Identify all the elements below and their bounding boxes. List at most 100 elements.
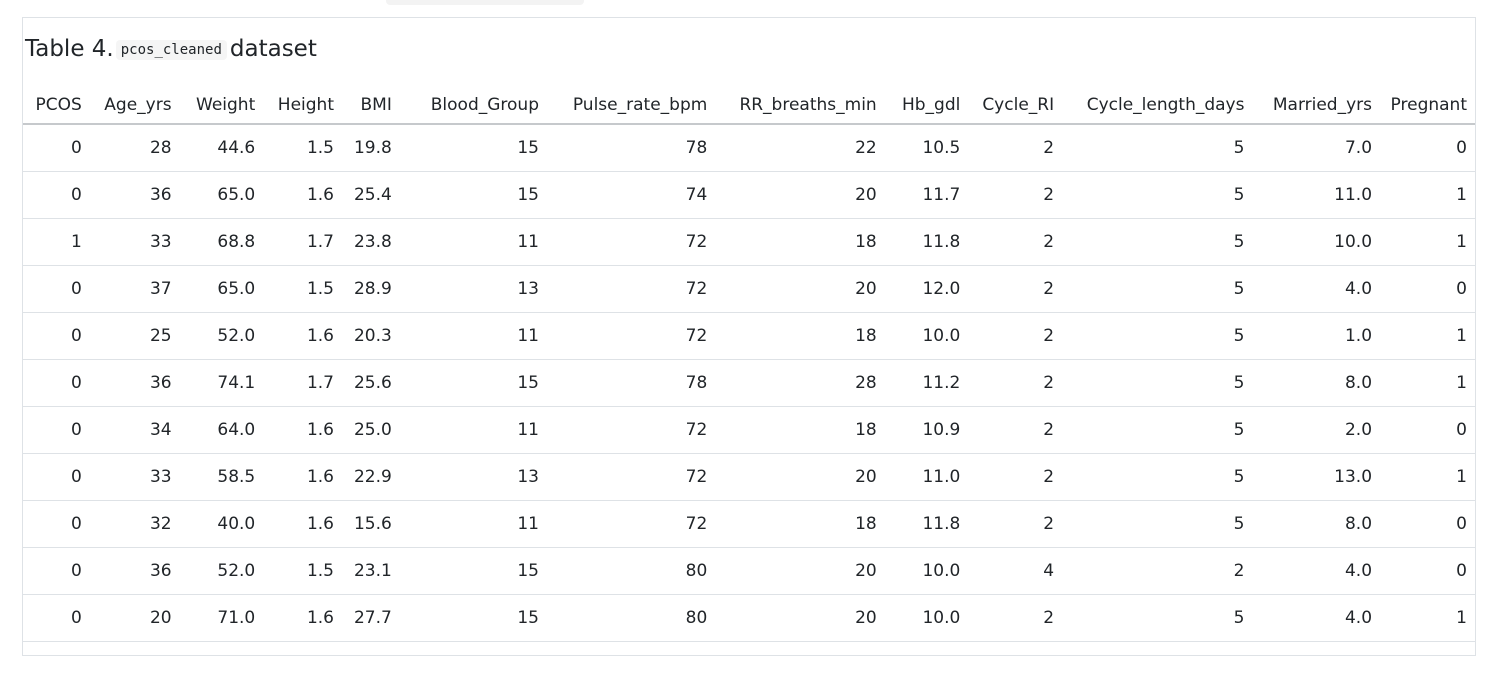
table-cell: 5 (1062, 500, 1253, 548)
table-row: 0 20 71.0 1.6 27.7 15 80 20 10.0 2 5 4.0 1 (23, 594, 1475, 642)
table-cell: 36 (89, 359, 180, 407)
table-cell: 33 (89, 218, 180, 266)
table-cell: 68.8 (179, 218, 264, 266)
table-cell: 5 (1062, 406, 1253, 454)
table-cell: 32 (89, 500, 180, 548)
table-cell: 74 (546, 171, 716, 219)
table-cell: 25.0 (342, 406, 400, 454)
table-cell: 25.6 (342, 359, 400, 407)
column-header: Age_yrs (89, 86, 180, 125)
table-cell: 20 (715, 265, 885, 313)
table-cell: 2 (968, 171, 1063, 219)
table-cell: 1.6 (263, 171, 342, 219)
table-cell: 20 (715, 594, 885, 642)
table-row: 0 36 65.0 1.6 25.4 15 74 20 11.7 2 5 11.0 1 (23, 171, 1475, 219)
table-cell: 4.0 (1252, 594, 1381, 642)
table-cell: 4.0 (1252, 265, 1381, 313)
table-cell: 10.9 (884, 406, 969, 454)
table-cell: 23.8 (342, 218, 400, 266)
table-cell: 20 (715, 453, 885, 501)
table-cell: 34 (89, 406, 180, 454)
table-cell: 11.0 (1252, 171, 1381, 219)
table-cell: 13 (399, 265, 547, 313)
table-cell: 65.0 (179, 265, 264, 313)
table-cell: 72 (546, 312, 716, 360)
table-cell: 10.0 (884, 594, 969, 642)
table-cell: 1.6 (263, 453, 342, 501)
table-cell: 40.0 (179, 500, 264, 548)
column-header: Cycle_length_days (1062, 86, 1253, 125)
table-cell: 25 (89, 312, 180, 360)
table-cell: 11.8 (884, 218, 969, 266)
column-header: Blood_Group (399, 86, 547, 125)
table-cell: 1.6 (263, 406, 342, 454)
table-cell: 0 (23, 500, 90, 548)
table-cell: 0 (1380, 124, 1475, 172)
table-cell: 5 (1062, 265, 1253, 313)
table-cell: 10.0 (884, 547, 969, 595)
table-cell: 2 (968, 124, 1063, 172)
table-cell: 2 (968, 218, 1063, 266)
table-cell: 2 (1062, 547, 1253, 595)
table-cell: 74.1 (179, 359, 264, 407)
table-cell: 10.0 (1252, 218, 1381, 266)
table-cell: 15.6 (342, 500, 400, 548)
table-cell: 8.0 (1252, 500, 1381, 548)
table-cell: 11 (399, 218, 547, 266)
table-cell: 0 (23, 171, 90, 219)
table-cell: 1.7 (263, 359, 342, 407)
table-cell: 44.6 (179, 124, 264, 172)
table-cell: 19.8 (342, 124, 400, 172)
table-cell: 28.9 (342, 265, 400, 313)
table-cell: 10.0 (884, 312, 969, 360)
column-header: Hb_gdl (884, 86, 969, 125)
table-cell: 18 (715, 218, 885, 266)
table-cell: 37 (89, 265, 180, 313)
table-cell: 15 (399, 547, 547, 595)
table-cell: 58.5 (179, 453, 264, 501)
caption-code: pcos_cleaned (115, 40, 227, 60)
table-cell: 20.3 (342, 312, 400, 360)
header-row: PCOS Age_yrs Weight Height BMI Blood_Gro… (23, 86, 1475, 125)
table-cell: 5 (1062, 359, 1253, 407)
table-cell: 36 (89, 171, 180, 219)
table-row: 0 32 40.0 1.6 15.6 11 72 18 11.8 2 5 8.0 0 (23, 500, 1475, 548)
table-cell: 0 (1380, 547, 1475, 595)
table-cell: 64.0 (179, 406, 264, 454)
table-cell: 10.5 (884, 124, 969, 172)
table-cell: 2 (968, 500, 1063, 548)
table-cell: 0 (23, 594, 90, 642)
table-cell: 52.0 (179, 312, 264, 360)
table-cell: 1.6 (263, 594, 342, 642)
column-header: Pregnant (1380, 86, 1475, 125)
table-cell: 36 (89, 547, 180, 595)
table-cell: 1 (1380, 359, 1475, 407)
table-cell: 0 (23, 312, 90, 360)
table-row: 0 33 58.5 1.6 22.9 13 72 20 11.0 2 5 13.0 1 (23, 453, 1475, 501)
table-cell: 25.4 (342, 171, 400, 219)
table-cell: 0 (23, 547, 90, 595)
table-cell: 0 (1380, 265, 1475, 313)
table-cell: 4 (968, 547, 1063, 595)
table-cell: 28 (715, 359, 885, 407)
table-cell: 1.5 (263, 265, 342, 313)
table-cell: 0 (23, 453, 90, 501)
table-cell: 1 (23, 218, 90, 266)
table-cell: 0 (23, 406, 90, 454)
table-cell: 15 (399, 594, 547, 642)
table-cell: 28 (89, 124, 180, 172)
table-cell: 72 (546, 218, 716, 266)
table-cell: 1.5 (263, 547, 342, 595)
table-cell: 1 (1380, 453, 1475, 501)
table-row: 0 28 44.6 1.5 19.8 15 78 22 10.5 2 5 7.0 0 (23, 124, 1475, 172)
table-cell: 8.0 (1252, 359, 1381, 407)
data-table: PCOS Age_yrs Weight Height BMI Blood_Gro… (23, 86, 1475, 642)
table-cell: 11.8 (884, 500, 969, 548)
table-cell: 80 (546, 594, 716, 642)
table-cell: 0 (23, 359, 90, 407)
table-cell: 22.9 (342, 453, 400, 501)
table-cell: 4.0 (1252, 547, 1381, 595)
table-cell: 13 (399, 453, 547, 501)
table-row: 0 37 65.0 1.5 28.9 13 72 20 12.0 2 5 4.0 0 (23, 265, 1475, 313)
table-cell: 20 (89, 594, 180, 642)
